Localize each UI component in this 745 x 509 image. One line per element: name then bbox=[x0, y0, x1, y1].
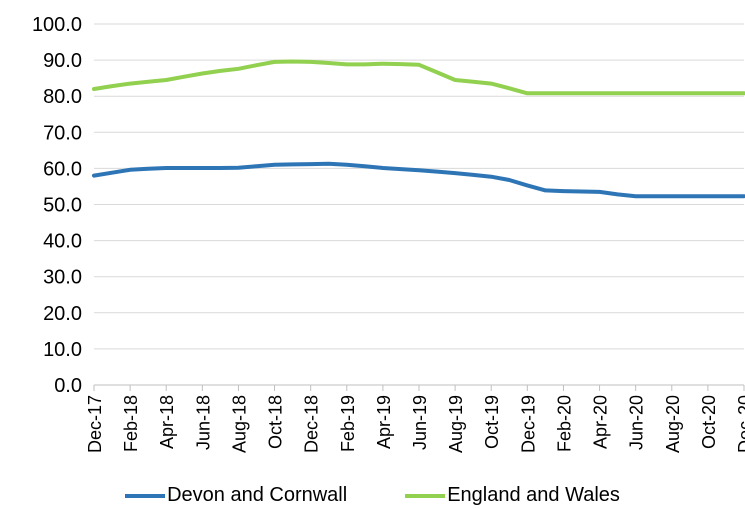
x-tick-label: Jun-20 bbox=[627, 395, 647, 450]
legend-item-devon-and-cornwall: Devon and Cornwall bbox=[125, 484, 347, 507]
legend-line-devon-and-cornwall bbox=[125, 493, 166, 498]
x-tick-label: Feb-20 bbox=[554, 395, 574, 452]
legend-label-england-and-wales: England and Wales bbox=[447, 484, 620, 506]
y-tick-label: 10.0 bbox=[43, 339, 82, 361]
legend-line-england-and-wales bbox=[405, 493, 446, 498]
series-line-devon-and-cornwall bbox=[92, 161, 745, 199]
x-tick-label: Aug-20 bbox=[663, 395, 683, 453]
line-chart: 0.0 10.0 20.0 30.0 40.0 50.0 60.0 70.0 80.0 90.0 1… bbox=[32, 14, 745, 453]
x-tick-label: Dec-18 bbox=[302, 395, 322, 453]
y-tick-label: 100.0 bbox=[32, 14, 82, 36]
y-tick-label: 80.0 bbox=[43, 86, 82, 108]
x-tick-label: Apr-18 bbox=[157, 395, 177, 449]
x-tick-label: Dec-19 bbox=[518, 395, 538, 453]
legend-label-devon-and-cornwall: Devon and Cornwall bbox=[167, 484, 348, 506]
legend: Devon and Cornwall England and Wales bbox=[0, 482, 745, 509]
x-axis-tick-labels: Dec-17 Feb-18 Apr-18 Jun-18 Aug-18 Oct-18 Dec-… bbox=[85, 395, 745, 453]
y-tick-label: 50.0 bbox=[43, 195, 82, 217]
y-tick-label: 40.0 bbox=[43, 231, 82, 253]
y-tick-label: 20.0 bbox=[43, 303, 82, 325]
x-tick-label: Feb-19 bbox=[338, 395, 358, 452]
y-tick-label: 60.0 bbox=[43, 158, 82, 180]
y-tick-label: 70.0 bbox=[43, 122, 82, 144]
x-tick-label: Dec-17 bbox=[85, 395, 105, 453]
x-tick-label: Feb-18 bbox=[121, 395, 141, 452]
x-tick-label: Apr-19 bbox=[374, 395, 394, 449]
legend-item-england-and-wales: England and Wales bbox=[405, 484, 620, 507]
series-line-england-and-wales bbox=[92, 59, 745, 96]
x-tick-label: Oct-20 bbox=[699, 395, 719, 449]
y-tick-label: 90.0 bbox=[43, 50, 82, 72]
x-tick-label: Dec-20 bbox=[735, 395, 745, 453]
x-tick-label: Jun-19 bbox=[410, 395, 430, 450]
x-axis-tick-marks bbox=[93, 385, 745, 391]
y-tick-label: 0.0 bbox=[54, 375, 82, 397]
y-axis-tick-labels: 0.0 10.0 20.0 30.0 40.0 50.0 60.0 70.0 80.0 90.0 1… bbox=[32, 14, 82, 397]
x-tick-label: Oct-18 bbox=[266, 395, 286, 449]
x-tick-label: Aug-19 bbox=[446, 395, 466, 453]
x-tick-label: Apr-20 bbox=[591, 395, 611, 449]
gridlines bbox=[94, 23, 744, 350]
x-tick-label: Jun-18 bbox=[193, 395, 213, 450]
y-tick-label: 30.0 bbox=[43, 267, 82, 289]
x-tick-label: Aug-18 bbox=[229, 395, 249, 453]
x-tick-label: Oct-19 bbox=[482, 395, 502, 449]
